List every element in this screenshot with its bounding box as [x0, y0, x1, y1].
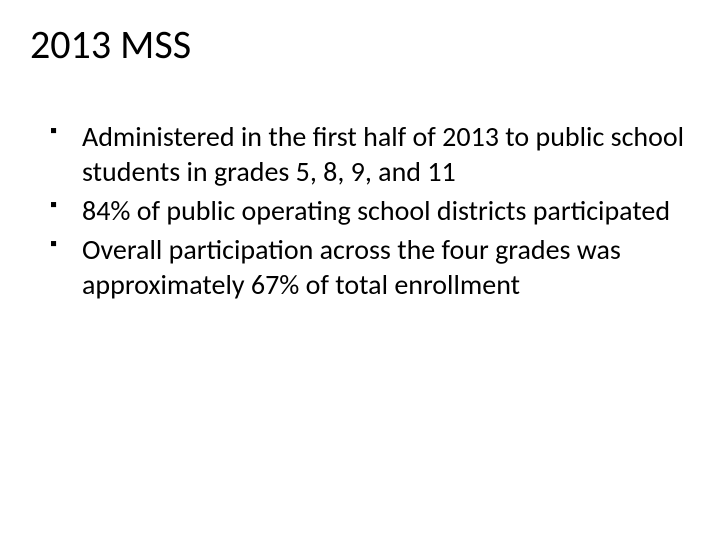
- bullet-item: Administered in the first half of 2013 t…: [50, 119, 690, 189]
- bullet-list: Administered in the first half of 2013 t…: [30, 119, 690, 302]
- slide-title: 2013 MSS: [30, 20, 690, 69]
- bullet-item: 84% of public operating school districts…: [50, 193, 690, 228]
- bullet-item: Overall participation across the four gr…: [50, 232, 690, 302]
- slide-container: 2013 MSS Administered in the first half …: [0, 0, 720, 540]
